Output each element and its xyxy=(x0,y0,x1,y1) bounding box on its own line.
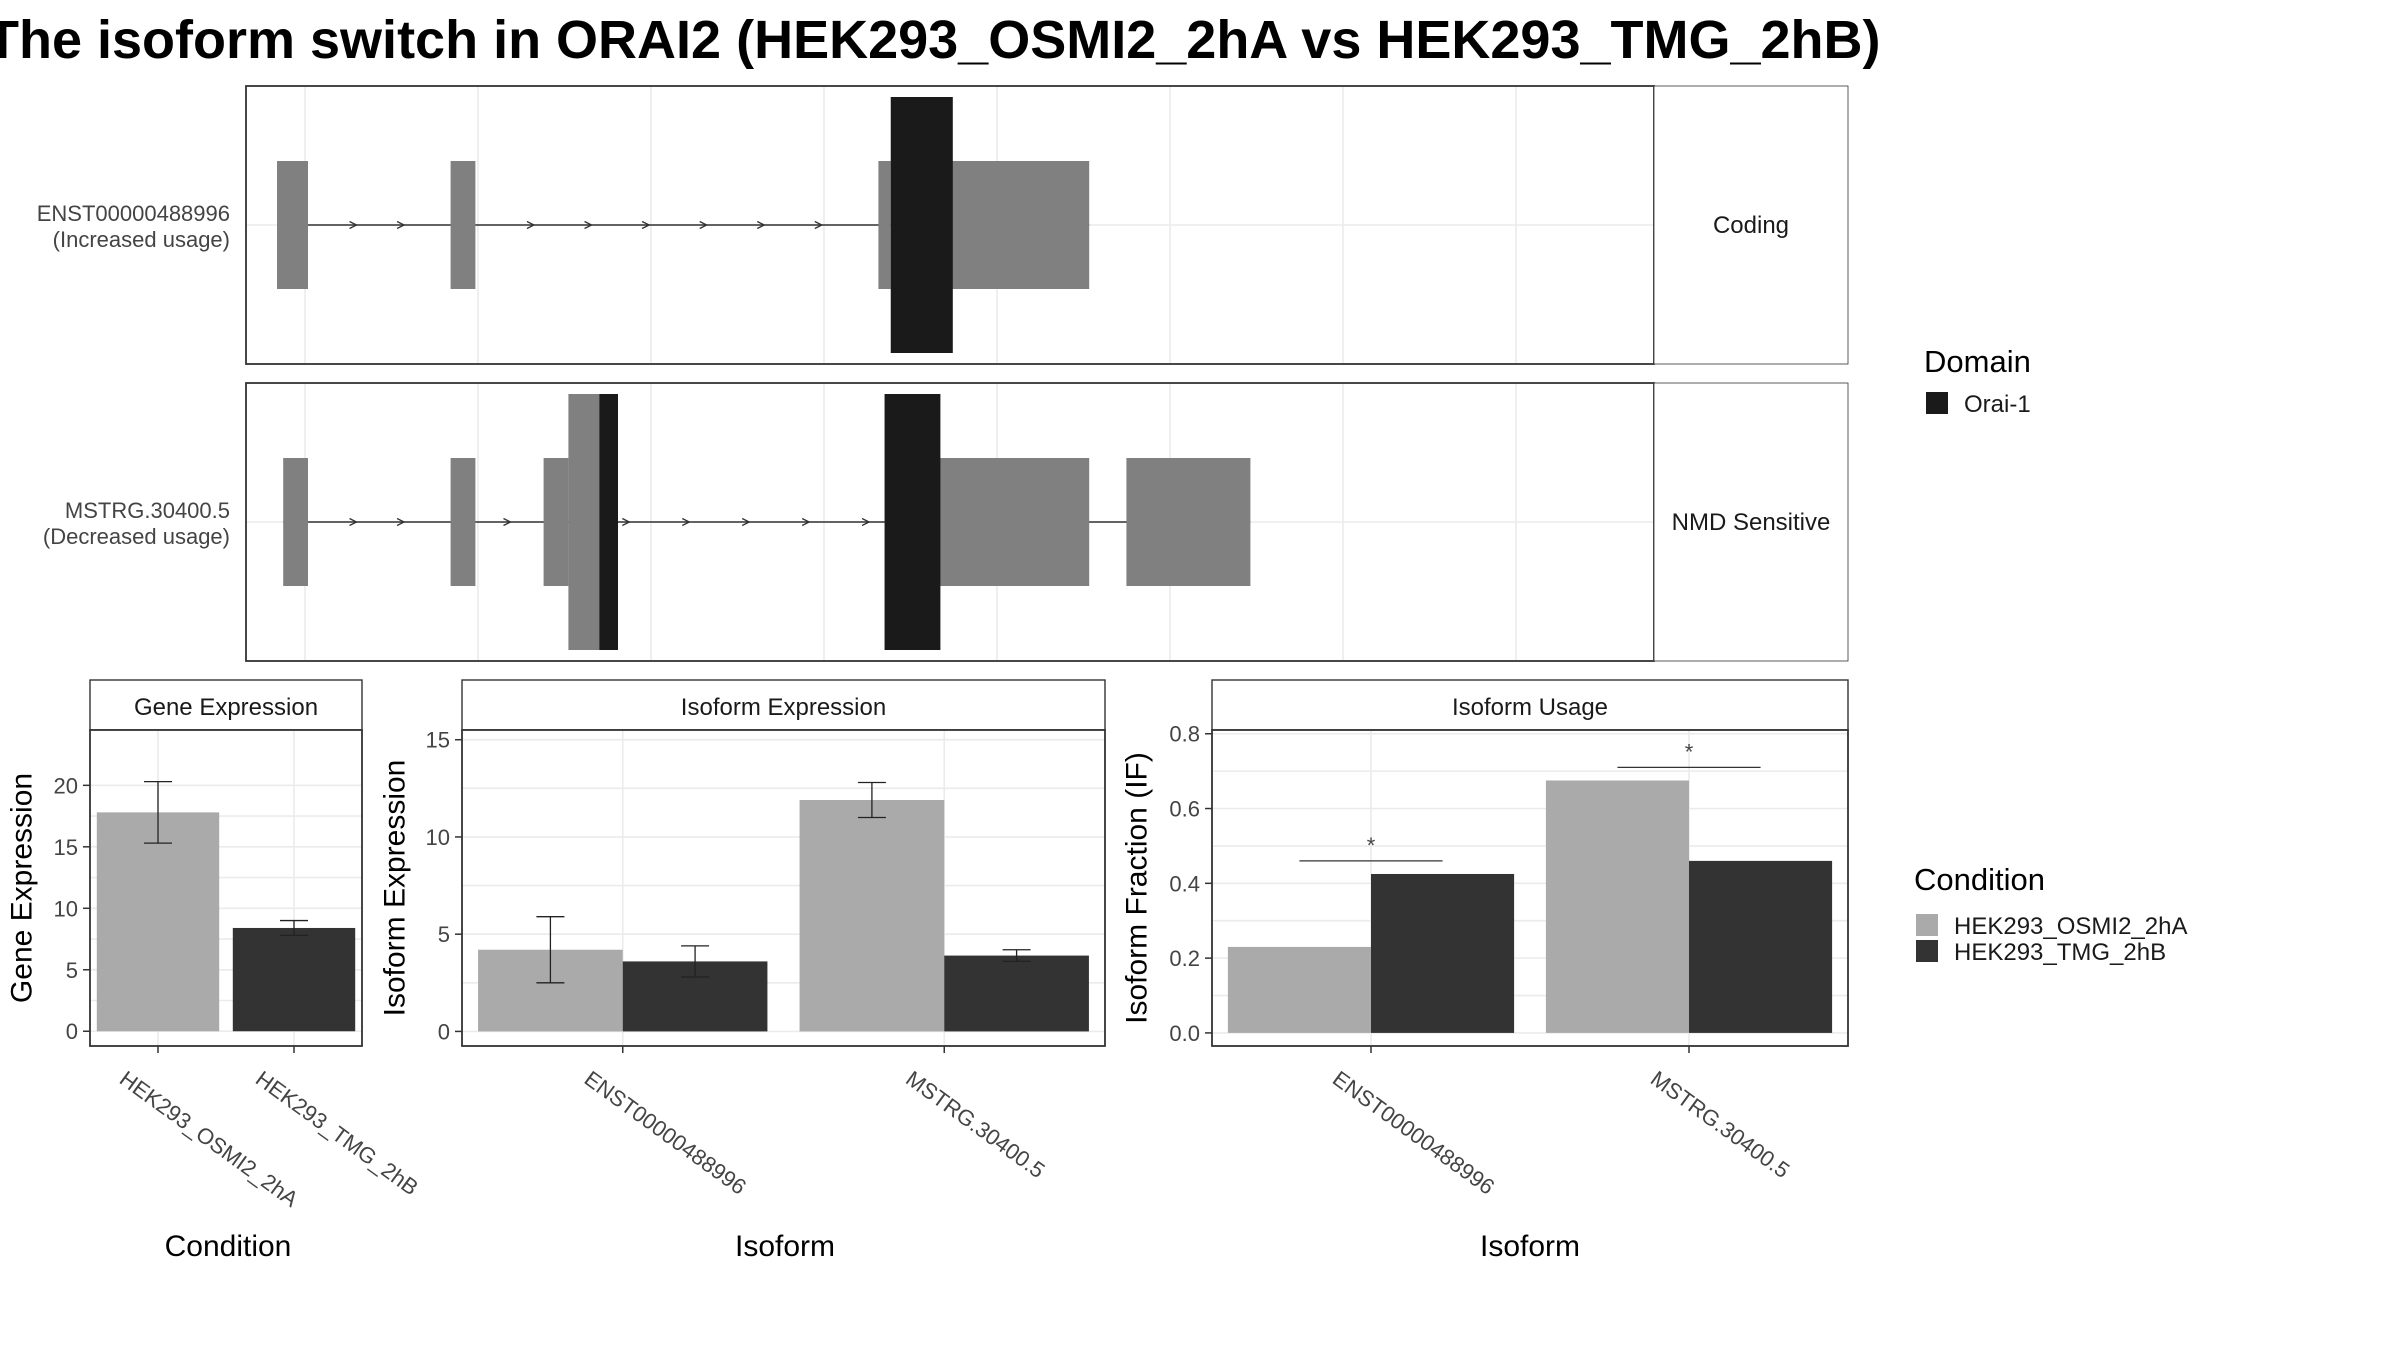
y-tick-label: 0 xyxy=(66,1019,78,1044)
y-axis-title: Gene Expression xyxy=(6,773,39,1003)
intron-arrow xyxy=(584,220,593,230)
x-tick-label: MSTRG.30400.5 xyxy=(901,1066,1049,1183)
facet-strip xyxy=(1653,382,1849,662)
y-tick-label: 5 xyxy=(66,958,78,983)
y-axis-title: Isoform Fraction (IF) xyxy=(1121,752,1154,1024)
y-axis-title: Isoform Expression xyxy=(379,760,412,1017)
panel-border xyxy=(461,729,1106,1047)
intron-arrow xyxy=(622,517,631,527)
legend-key-condition xyxy=(1916,940,1938,962)
isoform-id-label: ENST00000488996 xyxy=(37,201,230,226)
exon xyxy=(283,458,308,586)
isoform-row: Coding ENST00000488996(Increased usage) xyxy=(37,85,1849,365)
y-tick-label: 0.4 xyxy=(1169,871,1200,896)
exon xyxy=(878,161,891,289)
y-tick-label: 0.6 xyxy=(1169,797,1200,822)
isoform-usage-panel: Isoform Usage 0.0 0.2 0.4 0.6 0.8 * * ENST000004… xyxy=(1121,679,1849,1263)
intron-arrow xyxy=(681,517,691,527)
x-axis-title: Isoform xyxy=(735,1230,835,1263)
chart-title: The isoform switch in ORAI2 (HEK293_OSMI… xyxy=(0,10,1881,70)
panel-title: Gene Expression xyxy=(134,694,318,721)
intron-arrow xyxy=(349,517,358,527)
isoform-row: NMD Sensitive MSTRG.30400.5(Decreased usa… xyxy=(43,382,1849,662)
panel-border xyxy=(1211,729,1849,1047)
domain-region xyxy=(884,394,941,650)
bar xyxy=(1689,860,1833,1033)
y-tick-label: 5 xyxy=(438,922,450,947)
legend-title-domain: Domain xyxy=(1924,344,2031,379)
legends: Domain Orai-1 Condition HEK293_OSMI2_2hAHEK… xyxy=(1914,344,2187,966)
intron-arrow xyxy=(349,220,358,230)
intron-arrow xyxy=(396,220,406,230)
y-tick-label: 15 xyxy=(54,835,78,860)
bar xyxy=(1227,946,1371,1033)
intron-arrow xyxy=(503,517,512,527)
intron-arrow xyxy=(861,517,871,527)
facet-strip xyxy=(461,679,1106,731)
intron-arrow xyxy=(526,220,536,230)
panel-border xyxy=(89,729,363,1047)
facet-strip xyxy=(89,679,363,731)
exon xyxy=(1126,458,1251,586)
y-tick-label: 0 xyxy=(438,1019,450,1044)
x-axis-title: Condition xyxy=(165,1230,292,1263)
domain-region xyxy=(599,394,618,650)
legend-label-condition: HEK293_OSMI2_2hA xyxy=(1954,913,2187,940)
exon xyxy=(928,161,1090,289)
intron-arrow xyxy=(396,517,406,527)
facet-strip xyxy=(1653,85,1849,365)
y-tick-label: 0.8 xyxy=(1169,722,1200,747)
bar xyxy=(1371,873,1515,1033)
bar xyxy=(232,927,356,1032)
x-tick-label: ENST00000488996 xyxy=(1328,1066,1499,1200)
intron-arrow xyxy=(814,220,824,230)
legend-label-domain: Orai-1 xyxy=(1964,391,2031,418)
intron-arrow xyxy=(741,517,751,527)
x-tick-label: ENST00000488996 xyxy=(580,1066,751,1200)
bar xyxy=(96,812,220,1032)
y-tick-label: 20 xyxy=(54,773,78,798)
significance-label: * xyxy=(1685,739,1694,764)
isoform-category: NMD Sensitive xyxy=(1672,509,1831,536)
y-tick-label: 10 xyxy=(54,896,78,921)
intron-arrow xyxy=(699,220,709,230)
domain-region xyxy=(890,97,953,353)
panel-title: Isoform Expression xyxy=(681,694,886,721)
isoform-structure-plot: Coding ENST00000488996(Increased usage) NM… xyxy=(37,85,1849,662)
bar xyxy=(1545,780,1689,1033)
bar xyxy=(944,955,1089,1032)
exon xyxy=(543,458,569,586)
bar xyxy=(799,800,945,1032)
x-axis-title: Isoform xyxy=(1480,1230,1580,1263)
intron-arrow xyxy=(756,220,766,230)
isoform-id-label: MSTRG.30400.5 xyxy=(65,498,230,523)
legend-key-condition xyxy=(1916,914,1938,936)
x-tick-label: MSTRG.30400.5 xyxy=(1646,1066,1794,1183)
legend-key-domain xyxy=(1926,392,1948,414)
significance-label: * xyxy=(1367,833,1376,858)
exon xyxy=(277,161,308,289)
exon xyxy=(928,458,1090,586)
panel-title: Isoform Usage xyxy=(1452,694,1608,721)
exon xyxy=(450,458,476,586)
facet-strip xyxy=(1211,679,1849,731)
isoform-category: Coding xyxy=(1713,212,1789,239)
exon xyxy=(450,161,476,289)
gene-expression-panel: Gene Expression05101520HEK293_OSMI2_2hAH… xyxy=(6,679,423,1263)
intron-arrow xyxy=(641,220,651,230)
legend-title-condition: Condition xyxy=(1914,862,2045,897)
legend-label-condition: HEK293_TMG_2hB xyxy=(1954,939,2166,966)
y-tick-label: 10 xyxy=(426,825,450,850)
isoform-usage-label: (Increased usage) xyxy=(53,227,230,252)
y-tick-label: 0.0 xyxy=(1169,1021,1200,1046)
intron-arrow xyxy=(801,517,811,527)
y-tick-label: 0.2 xyxy=(1169,946,1200,971)
y-tick-label: 15 xyxy=(426,728,450,753)
isoform-usage-label: (Decreased usage) xyxy=(43,524,230,549)
isoform-expression-panel: Isoform Expression 0 5 10 15 ENST00000488996 M… xyxy=(379,679,1106,1263)
